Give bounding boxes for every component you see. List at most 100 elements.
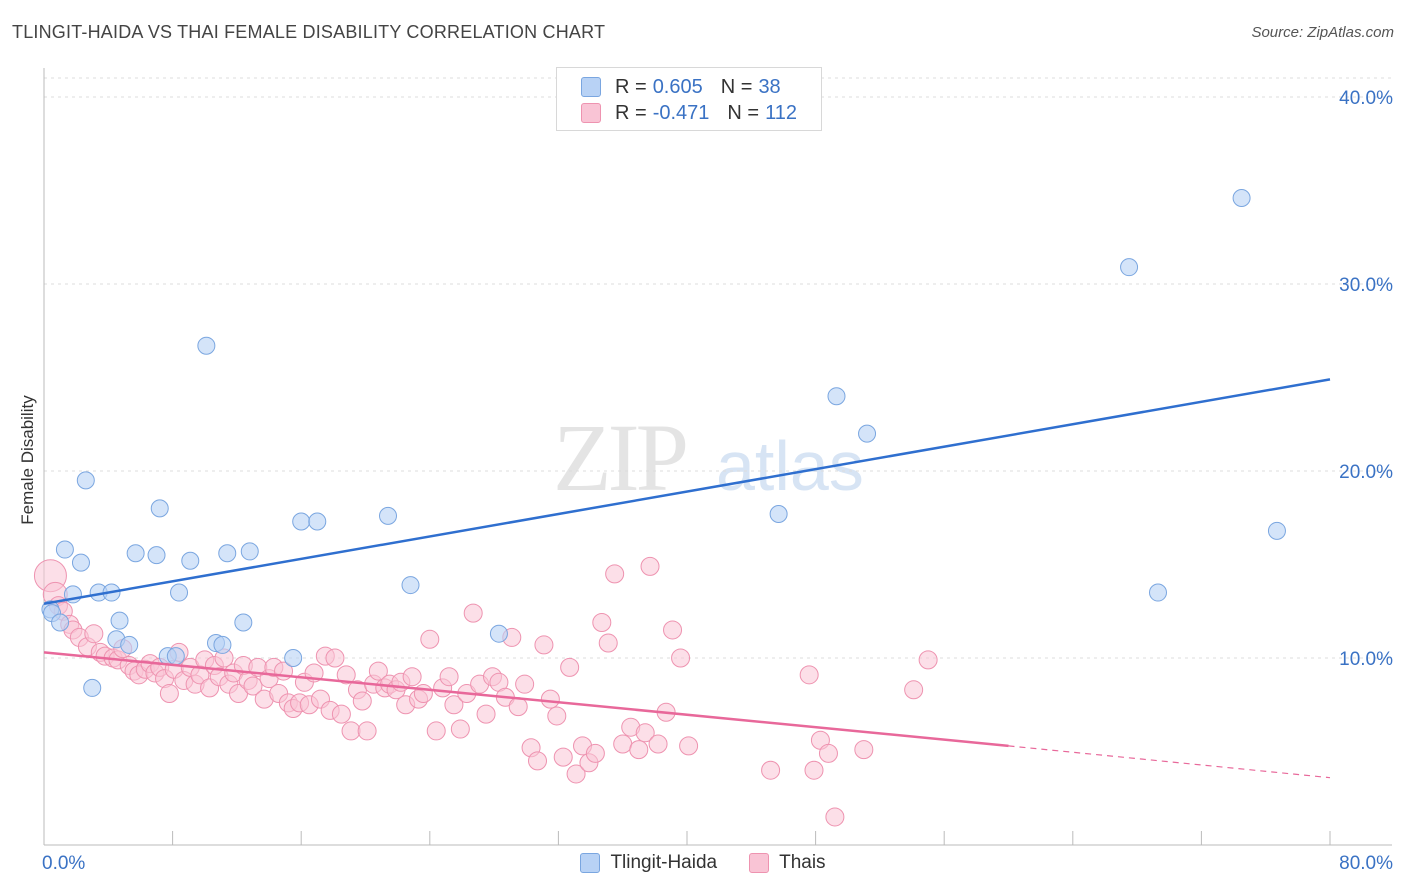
thais-point: [592, 612, 612, 632]
tlingit-haida-point: [55, 540, 74, 559]
tlingit-haida-point: [126, 544, 145, 563]
tlingit-haida-point: [284, 649, 303, 667]
thais-point: [540, 689, 560, 709]
tlingit-haida-point: [150, 499, 169, 518]
thais-point: [528, 751, 548, 771]
tlingit-haida-point: [147, 546, 166, 565]
thais-point: [413, 684, 433, 704]
thais-point: [679, 736, 699, 756]
tlingit-haida-point: [213, 635, 232, 654]
thais-point: [341, 721, 361, 741]
tlingit-haida-point: [1232, 188, 1251, 207]
tlingit-haida-point: [308, 512, 327, 531]
legend-label: Thais: [779, 852, 826, 873]
tlingit-haida-swatch: [581, 77, 601, 97]
stats-row-tlingit-haida: R = 0.605 N = 38: [581, 75, 799, 99]
thais-point: [84, 624, 104, 644]
thais-point: [325, 648, 345, 668]
thais-point: [663, 620, 683, 640]
thais-point: [825, 807, 845, 827]
thais-point: [566, 764, 586, 784]
source-label: Source: ZipAtlas.com: [1251, 24, 1394, 41]
tlingit-haida-point: [401, 576, 420, 595]
tlingit-haida-point: [110, 611, 129, 630]
thais-point: [804, 760, 824, 780]
axes: [43, 68, 1392, 846]
n-key: N =: [727, 101, 760, 124]
thais-swatch: [581, 103, 601, 123]
y-axis-label: Female Disability: [18, 395, 37, 525]
tlingit-haida-point: [120, 635, 139, 654]
tlingit-haida-point: [83, 678, 102, 697]
legend-item-tlingit-haida: Tlingit-Haida: [580, 852, 717, 874]
thais-point: [629, 740, 649, 760]
series-legend: Tlingit-Haida Thais: [0, 852, 1406, 874]
chart-title: TLINGIT-HAIDA VS THAI FEMALE DISABILITY …: [12, 22, 606, 42]
thais-point: [560, 657, 580, 677]
r-value: 0.605: [652, 75, 703, 98]
thais-point: [854, 740, 874, 760]
thais-point: [357, 721, 377, 741]
watermark: ZIP atlas: [553, 404, 864, 511]
y-tick-label: 40.0%: [1339, 88, 1393, 109]
tlingit-haida-point: [769, 505, 788, 524]
thais-point: [904, 680, 924, 700]
tlingit-haida-point: [218, 544, 237, 563]
thais-point: [605, 564, 625, 584]
thais-point: [243, 676, 263, 696]
x-tick-label: 0.0%: [42, 853, 85, 874]
thais-point: [648, 734, 668, 754]
thais-point: [420, 629, 440, 649]
thais-point: [439, 667, 459, 687]
tlingit-haida-point: [170, 583, 189, 602]
thais-swatch: [749, 853, 770, 873]
thais-point: [818, 743, 838, 763]
thais-point: [547, 706, 567, 726]
y-tick-label: 10.0%: [1339, 649, 1393, 670]
tlingit-haida-point: [379, 506, 398, 525]
thais-point: [450, 719, 470, 739]
thais-point: [508, 697, 528, 717]
legend-item-thais: Thais: [749, 852, 826, 874]
tlingit-haida-point: [1148, 583, 1167, 602]
y-tick-label: 30.0%: [1339, 275, 1393, 296]
tlingit-haida-point: [858, 424, 877, 443]
tlingit-haida-point: [234, 613, 253, 632]
r-key: R =: [615, 75, 647, 98]
stats-row-thais: R = -0.471 N = 112: [581, 101, 815, 125]
thais-point: [352, 691, 372, 711]
tlingit-haida-point: [1120, 258, 1139, 277]
thais-point: [585, 743, 605, 763]
thais-point: [463, 603, 483, 623]
thais-point: [444, 695, 464, 715]
tlingit-haida-point: [181, 551, 200, 570]
tlingit-haida-point: [1267, 521, 1286, 540]
thais-point: [331, 704, 351, 724]
thais-point: [671, 648, 691, 668]
thais-point: [368, 661, 388, 681]
thais-trend-extension: [1008, 745, 1331, 779]
tlingit-haida-point: [71, 553, 90, 572]
thais-point: [534, 635, 554, 655]
thais-point: [918, 650, 938, 670]
tlingit-haida-point: [197, 336, 216, 355]
thais-point: [426, 721, 446, 741]
y-tick-label: 20.0%: [1339, 462, 1393, 483]
tlingit-haida-swatch: [580, 853, 601, 873]
tlingit-haida-point: [827, 387, 846, 406]
r-value: -0.471: [652, 101, 710, 124]
thais-trend-line: [43, 651, 1009, 748]
legend-label: Tlingit-Haida: [610, 852, 718, 873]
thais-point: [640, 556, 660, 576]
watermark-zip: ZIP: [553, 404, 686, 511]
thais-point: [336, 665, 356, 685]
tlingit-haida-point: [166, 647, 185, 666]
thais-point: [402, 667, 422, 687]
thais-points: [33, 556, 938, 827]
thais-point: [159, 684, 179, 704]
tlingit-haida-point: [240, 542, 259, 561]
thais-point: [476, 704, 496, 724]
x-tick-label: 80.0%: [1339, 853, 1393, 874]
thais-point: [515, 674, 535, 694]
